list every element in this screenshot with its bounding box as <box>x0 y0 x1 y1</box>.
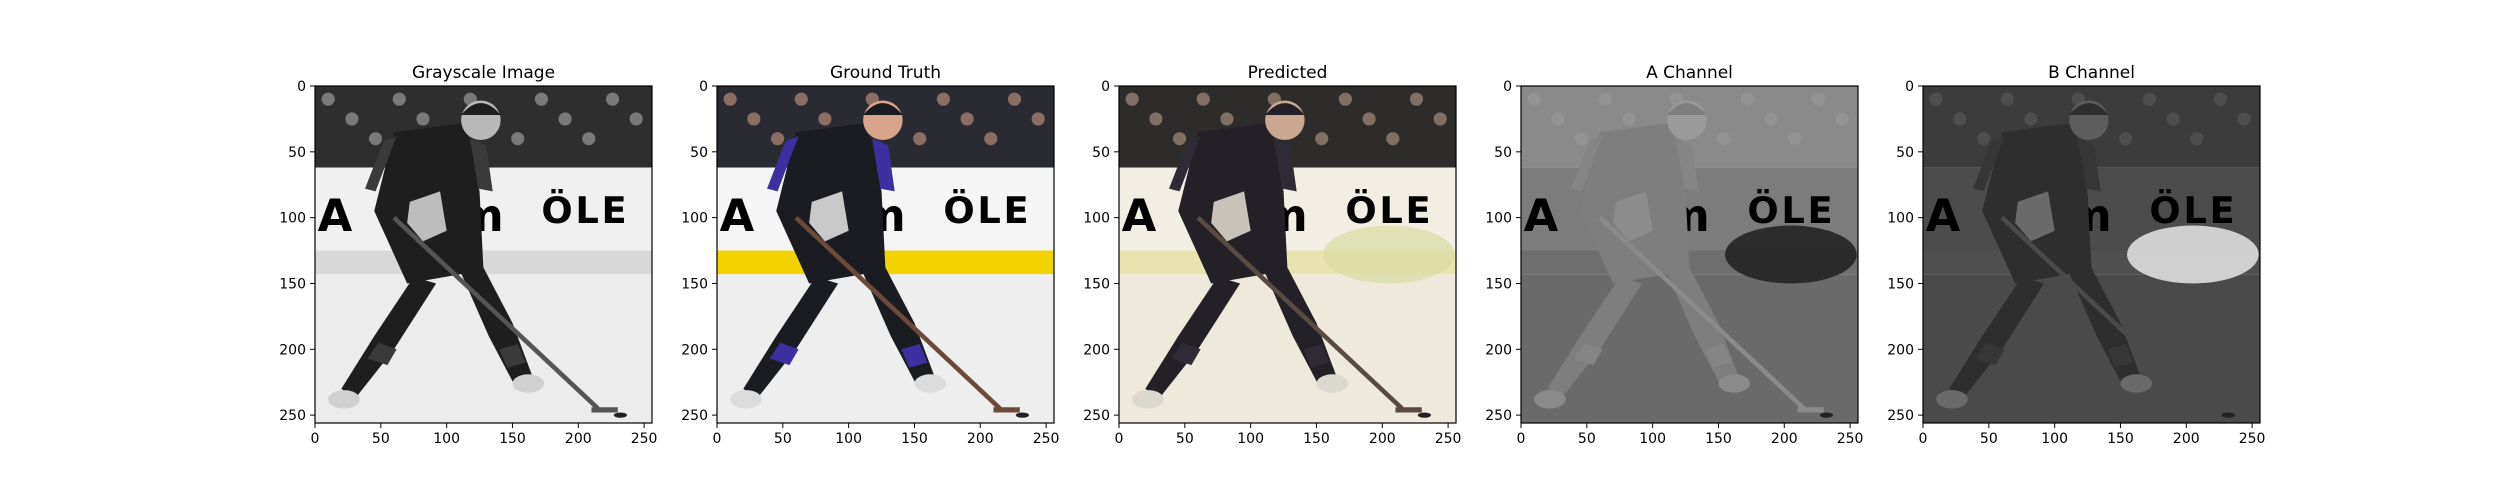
svg-text:ÖLE: ÖLE <box>541 188 629 232</box>
y-tick-label: 150 <box>279 276 306 292</box>
y-tick-label: 250 <box>1485 408 1512 424</box>
x-tick-label: 0 <box>311 431 320 447</box>
x-tick-label: 200 <box>1369 431 1396 447</box>
y-tick-label: 50 <box>288 145 306 161</box>
y-tick-label: 250 <box>681 408 708 424</box>
x-tick-label: 100 <box>835 431 862 447</box>
x-tick-label: 250 <box>1837 431 1864 447</box>
svg-text:A: A <box>318 189 353 242</box>
x-tick-label: 0 <box>1115 431 1124 447</box>
x-tick-label: 250 <box>631 431 658 447</box>
x-tick-label: 0 <box>1919 431 1928 447</box>
x-tick-label: 200 <box>1771 431 1798 447</box>
x-tick-label: 250 <box>1033 431 1060 447</box>
player-left-leg <box>1145 276 1241 400</box>
y-tick-label: 0 <box>1905 79 1914 95</box>
x-tick-label: 250 <box>2239 431 2266 447</box>
axes-frame <box>716 85 1055 424</box>
x-tick-label: 100 <box>1639 431 1666 447</box>
x-tick-label: 250 <box>1435 431 1462 447</box>
y-tick-label: 0 <box>699 79 708 95</box>
panel-achan: AmÖLEA Channel05010015020025005010015020… <box>1485 63 1863 447</box>
x-tick-label: 150 <box>2107 431 2134 447</box>
panel-color: AmÖLEGround Truth05010015020025005010015… <box>681 63 1059 447</box>
player-left-leg <box>341 276 437 400</box>
hockey-stick <box>1196 215 1404 411</box>
x-tick-label: 150 <box>901 431 928 447</box>
hockey-stick <box>794 215 1002 411</box>
y-tick-label: 0 <box>297 79 306 95</box>
y-tick-label: 250 <box>1083 408 1110 424</box>
y-tick-label: 0 <box>1101 79 1110 95</box>
x-tick-label: 200 <box>565 431 592 447</box>
svg-text:A: A <box>1926 189 1961 242</box>
y-tick-label: 150 <box>1887 276 1914 292</box>
axes-frame <box>1118 85 1457 424</box>
y-tick-label: 150 <box>1485 276 1512 292</box>
y-tick-label: 200 <box>1083 342 1110 358</box>
axes-frame <box>1922 85 2261 424</box>
player-left-leg <box>1949 276 2045 400</box>
svg-text:ÖLE: ÖLE <box>1345 188 1433 232</box>
x-tick-label: 50 <box>774 431 792 447</box>
panel-gray: AmÖLEGrayscale Image05010015020025005010… <box>279 63 657 447</box>
panel-pred: AmÖLEPredicted05010015020025005010015020… <box>1083 63 1461 447</box>
y-tick-label: 150 <box>681 276 708 292</box>
y-tick-label: 200 <box>1887 342 1914 358</box>
y-tick-label: 100 <box>681 211 708 227</box>
y-tick-label: 50 <box>1494 145 1512 161</box>
y-tick-label: 250 <box>279 408 306 424</box>
x-tick-label: 50 <box>372 431 390 447</box>
hockey-stick <box>2000 215 2208 411</box>
x-tick-label: 100 <box>1237 431 1264 447</box>
player-left-leg <box>743 276 839 400</box>
hockey-stick <box>1598 215 1806 411</box>
x-tick-label: 100 <box>2041 431 2068 447</box>
y-tick-label: 200 <box>681 342 708 358</box>
hockey-stick <box>392 215 600 411</box>
y-tick-label: 100 <box>1485 211 1512 227</box>
axes-frame <box>314 85 653 424</box>
y-tick-label: 200 <box>279 342 306 358</box>
panel-title: Predicted <box>1248 63 1328 83</box>
x-tick-label: 200 <box>2173 431 2200 447</box>
x-tick-label: 50 <box>1176 431 1194 447</box>
svg-text:ÖLE: ÖLE <box>1747 188 1835 232</box>
y-tick-label: 250 <box>1887 408 1914 424</box>
x-tick-label: 150 <box>1705 431 1732 447</box>
svg-text:A: A <box>720 189 755 242</box>
y-tick-label: 50 <box>1896 145 1914 161</box>
axes-frame <box>1520 85 1859 424</box>
y-tick-label: 100 <box>279 211 306 227</box>
panel-title: A Channel <box>1646 63 1733 83</box>
player-left-leg <box>1547 276 1643 400</box>
y-tick-label: 200 <box>1485 342 1512 358</box>
svg-text:ÖLE: ÖLE <box>943 188 1031 232</box>
panel-title: Grayscale Image <box>412 63 555 83</box>
panel-title: Ground Truth <box>830 63 941 83</box>
y-tick-label: 100 <box>1083 211 1110 227</box>
panel-bchan: AmÖLEB Channel05010015020025005010015020… <box>1887 63 2265 447</box>
y-tick-label: 100 <box>1887 211 1914 227</box>
x-tick-label: 150 <box>499 431 526 447</box>
x-tick-label: 50 <box>1980 431 1998 447</box>
svg-text:A: A <box>1524 189 1559 242</box>
svg-text:A: A <box>1122 189 1157 242</box>
y-tick-label: 0 <box>1503 79 1512 95</box>
x-tick-label: 150 <box>1303 431 1330 447</box>
svg-text:ÖLE: ÖLE <box>2149 188 2237 232</box>
x-tick-label: 100 <box>433 431 460 447</box>
x-tick-label: 0 <box>1517 431 1526 447</box>
y-tick-label: 150 <box>1083 276 1110 292</box>
x-tick-label: 200 <box>967 431 994 447</box>
panel-title: B Channel <box>2048 63 2135 83</box>
y-tick-label: 50 <box>690 145 708 161</box>
x-tick-label: 50 <box>1578 431 1596 447</box>
x-tick-label: 0 <box>713 431 722 447</box>
y-tick-label: 50 <box>1092 145 1110 161</box>
